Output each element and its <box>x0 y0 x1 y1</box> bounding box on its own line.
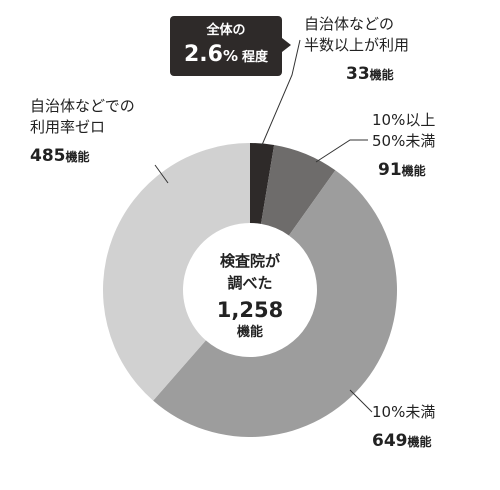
leader-line-majority <box>261 39 301 146</box>
label-zero: 自治体などでの 利用率ゼロ 485機能 <box>30 96 135 168</box>
slice-zero <box>102 143 251 401</box>
label-under10: 10%未満 649機能 <box>372 402 435 453</box>
unit-10to50: 機能 <box>401 164 426 178</box>
callout-suffix: 程度 <box>242 50 269 65</box>
value-10to50: 91 <box>378 160 402 180</box>
callout-value: 2.6 <box>183 42 223 67</box>
label-majority-line1: 自治体などの <box>304 15 395 33</box>
leader-line-10to50 <box>315 139 368 163</box>
slice-majority <box>250 143 275 224</box>
center-line2: 調べた <box>227 274 273 292</box>
unit-zero: 機能 <box>65 150 90 164</box>
label-majority-line2: 半数以上が利用 <box>304 36 410 54</box>
label-10to50-line1: 10%以上 <box>372 111 436 129</box>
callout-pointer <box>282 38 291 52</box>
unit-under10: 機能 <box>407 435 432 449</box>
label-10to50: 10%以上 50%未満 91機能 <box>372 110 435 182</box>
label-under10-line1: 10%未満 <box>372 403 436 421</box>
label-majority: 自治体などの 半数以上が利用 33機能 <box>304 14 409 86</box>
callout-prefix: 全体の <box>206 23 246 38</box>
leader-line-under10 <box>349 389 373 413</box>
leader-line-zero <box>154 164 169 184</box>
slice-under10 <box>153 170 397 438</box>
share-callout: 全体の 2.6% 程度 <box>170 16 282 76</box>
center-total-unit: 機能 <box>236 325 263 340</box>
label-zero-line1: 自治体などでの <box>30 97 135 115</box>
value-majority: 33 <box>346 64 370 84</box>
value-under10: 649 <box>372 431 408 451</box>
center-total-value: 1,258 <box>216 298 284 322</box>
unit-majority: 機能 <box>369 68 394 82</box>
slice-10to50 <box>260 144 336 236</box>
center-line1: 検査院が <box>219 252 280 270</box>
callout-percent: % <box>222 47 238 65</box>
center-total: 検査院が 調べた 1,258 機能 <box>200 250 300 342</box>
value-zero: 485 <box>30 146 66 166</box>
label-zero-line2: 利用率ゼロ <box>30 118 106 136</box>
label-10to50-line2: 50%未満 <box>372 132 436 150</box>
